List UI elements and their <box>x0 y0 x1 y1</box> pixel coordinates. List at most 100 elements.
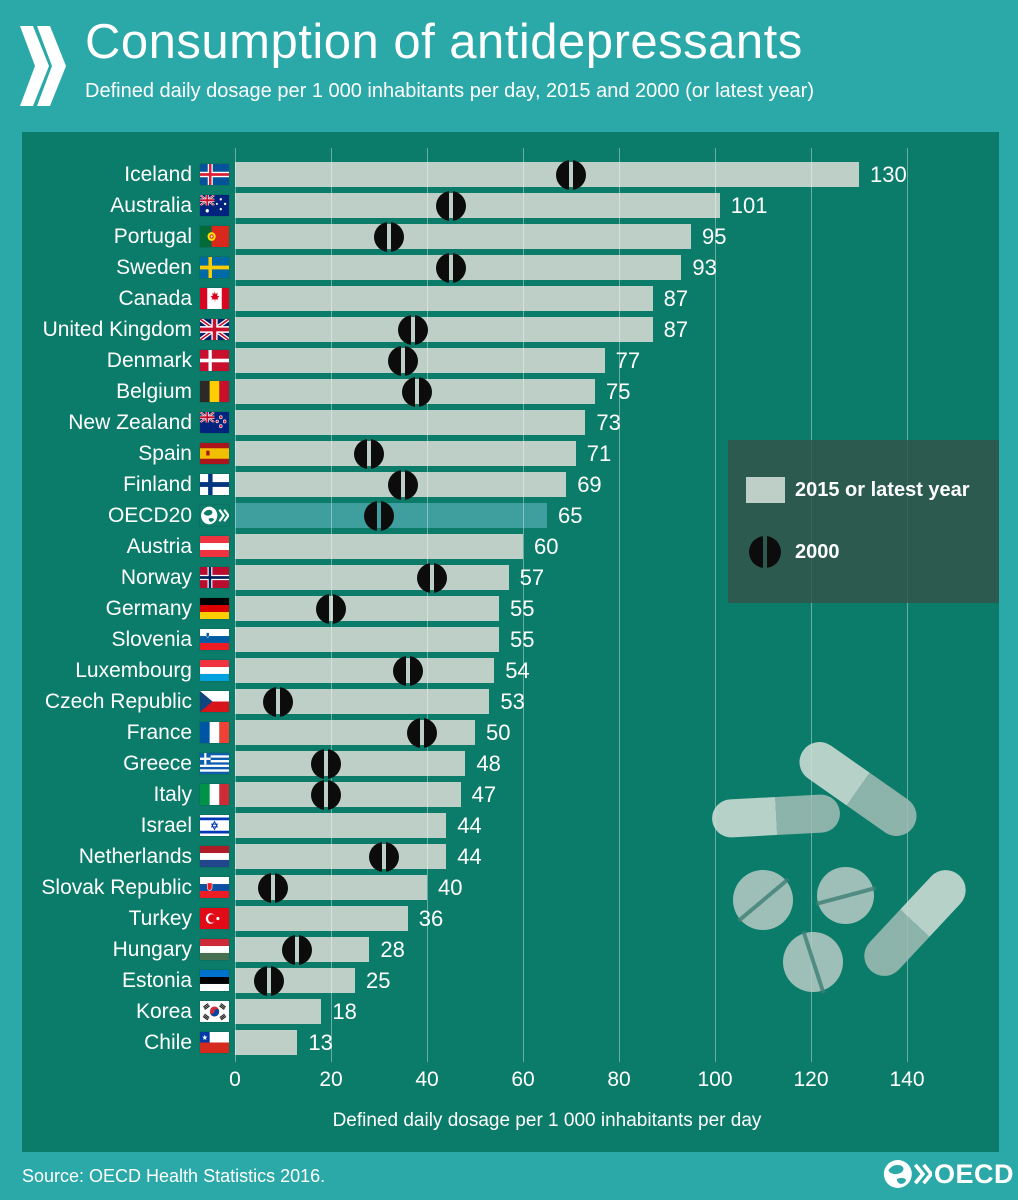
iceland-flag-icon <box>200 164 229 185</box>
austria-flag-icon <box>200 536 229 557</box>
spain-flag-icon <box>200 443 229 464</box>
bar-row: Finland 69 <box>22 470 999 500</box>
gridline <box>907 148 908 1062</box>
bar-value-label: 36 <box>418 906 444 931</box>
slovenia-flag-icon <box>200 629 229 650</box>
denmark-flag-icon <box>200 350 229 371</box>
bar-value-label: 55 <box>510 596 535 621</box>
bar-row: United Kingdom 87 <box>22 315 999 345</box>
australia-flag-icon <box>200 195 229 216</box>
israel-flag-icon <box>200 815 229 836</box>
bar-row: Norway 57 <box>22 563 999 593</box>
bar-2015 <box>235 999 322 1024</box>
x-tick-label: 40 <box>415 1068 439 1091</box>
germany-flag-icon <box>200 598 229 619</box>
bar-value-label: 54 <box>505 658 530 683</box>
dot-2000 <box>373 222 404 252</box>
page-title: Consumption of antidepressants <box>85 15 803 69</box>
turkey-flag-icon <box>200 908 229 929</box>
x-tick-label: 120 <box>793 1068 829 1091</box>
italy-flag-icon <box>200 784 229 805</box>
bar-value-label: 44 <box>457 844 482 869</box>
country-label: Belgium <box>116 380 192 403</box>
tablet-icon <box>733 870 793 930</box>
bar-row: Luxembourg 54 <box>22 656 999 686</box>
country-label: Austria <box>126 535 192 558</box>
capsule-icon <box>711 793 841 839</box>
dot-2000 <box>556 160 586 190</box>
country-label: Chile <box>144 1031 192 1054</box>
bar-value-label: 60 <box>534 534 559 559</box>
bar-row: Slovenia 55 <box>22 627 999 652</box>
country-label: Korea <box>135 1000 192 1023</box>
hungary-flag-icon <box>200 939 229 960</box>
dot-2000 <box>253 966 284 996</box>
oecd-chevrons-icon <box>20 26 66 106</box>
bar-value-label: 55 <box>510 627 535 652</box>
france-flag-icon <box>200 722 229 743</box>
netherlands-flag-icon <box>200 846 229 867</box>
bar-row: Estonia 25 <box>22 966 999 996</box>
country-label: Canada <box>118 287 192 310</box>
bar-value-label: 53 <box>500 689 525 714</box>
bar-2015 <box>235 162 859 187</box>
bar-row: Canada 87 <box>22 286 999 311</box>
dot-2000 <box>388 470 418 500</box>
bar-2015 <box>235 565 509 590</box>
bar-row: Czech Republic 53 <box>22 687 999 717</box>
korea-flag-icon <box>200 1001 229 1022</box>
x-tick-label: 60 <box>511 1068 535 1091</box>
x-tick-label: 0 <box>229 1068 241 1091</box>
bar-2015 <box>235 782 461 807</box>
bar-value-label: 13 <box>308 1030 333 1055</box>
bar-row: Greece 48 <box>22 749 999 779</box>
legend-label-2015: 2015 or latest year <box>795 479 970 501</box>
legend-label-2000: 2000 <box>795 541 840 563</box>
bar-2015 <box>235 1030 298 1055</box>
country-label: Luxembourg <box>75 659 192 682</box>
bar-row: Israel 44 <box>22 813 999 838</box>
x-axis-label: Defined daily dosage per 1 000 inhabitan… <box>332 1110 762 1131</box>
uk-flag-icon <box>200 319 229 340</box>
finland-flag-icon <box>200 474 229 495</box>
dot-2000 <box>311 780 342 810</box>
bar-2015 <box>235 286 653 311</box>
bar-2015 <box>235 751 466 776</box>
bar-value-label: 130 <box>870 162 907 187</box>
portugal-flag-icon <box>200 226 229 247</box>
tablet-icon <box>783 930 843 994</box>
bar-row: OECD20 65 <box>22 501 999 531</box>
country-label: Netherlands <box>78 845 192 868</box>
bar-row: Australia 101 <box>22 191 999 221</box>
dot-2000 <box>368 842 399 872</box>
gridline <box>523 148 524 1062</box>
country-label: Hungary <box>112 938 192 961</box>
bar-value-label: 71 <box>586 441 612 466</box>
bar-value-label: 50 <box>486 720 511 745</box>
norway-flag-icon <box>200 567 229 588</box>
x-tick-label: 80 <box>607 1068 631 1091</box>
bar-2015 <box>235 534 523 559</box>
dot-2000 <box>397 315 428 345</box>
dot-2000 <box>263 687 294 717</box>
greece-flag-icon <box>200 753 229 774</box>
bar-2015 <box>235 906 408 931</box>
oecd-logo: OECD <box>882 1157 1014 1191</box>
newzealand-flag-icon <box>200 412 229 433</box>
bar-row: Korea 18 <box>22 999 999 1024</box>
country-label: OECD20 <box>107 504 192 527</box>
bar-value-label: 101 <box>730 193 768 218</box>
bar-row: Turkey 36 <box>22 906 999 931</box>
bar-value-label: 47 <box>471 782 497 807</box>
dot-2000 <box>258 873 289 903</box>
legend: 2015 or latest year 2000 <box>728 440 999 603</box>
bar-value-label: 48 <box>476 751 501 776</box>
bar-2015 <box>235 441 576 466</box>
estonia-flag-icon <box>200 970 229 991</box>
belgium-flag-icon <box>200 381 229 402</box>
bar-row: France 50 <box>22 718 999 748</box>
canada-flag-icon <box>200 288 229 309</box>
luxembourg-flag-icon <box>200 660 229 681</box>
x-tick-label: 140 <box>889 1068 925 1091</box>
bar-row: Iceland 130 <box>22 160 999 190</box>
